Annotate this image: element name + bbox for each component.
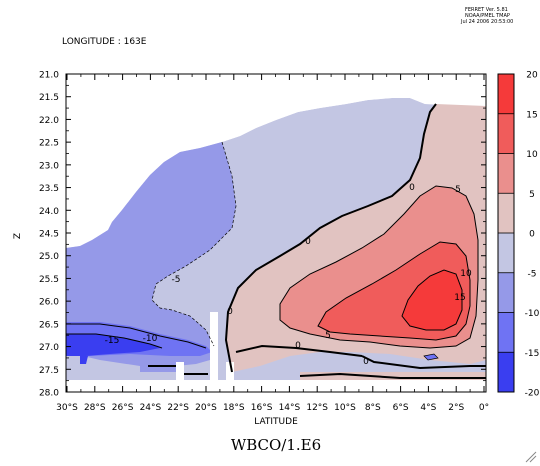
x-tick-label: 0° (479, 403, 489, 413)
y-axis-label: Z (13, 233, 23, 239)
x-axis: 30°S 28°S 26°S 24°S 22°S 20°S 18°S 16°S 14°S 12°S… (56, 74, 489, 413)
ferret-line-3: Jul 24 2006 20:53:00 (460, 19, 513, 25)
contour-label: 0 (409, 183, 415, 193)
colorbar-cell (498, 74, 514, 114)
y-tick-label: 24.5 (39, 230, 59, 240)
contour-zero-lower-right (361, 355, 486, 370)
x-tick-label: 26°S (112, 403, 134, 413)
x-tick-label: 10°S (334, 403, 356, 413)
y-tick-label: 23.0 (39, 161, 59, 171)
colorbar-cell (498, 312, 514, 353)
colorbar-cell (498, 272, 514, 313)
x-tick-label: 24°S (140, 403, 162, 413)
resize-grip-icon[interactable] (525, 451, 537, 463)
contour-zero (224, 103, 437, 373)
y-tick-label: 22.0 (39, 116, 59, 126)
colorbar-label: 0 (529, 230, 535, 240)
x-axis-label: LATITUDE (254, 417, 298, 427)
contour-label: 5 (325, 331, 331, 341)
colorbar-label: -20 (525, 389, 540, 399)
contour-zero-bottom (299, 372, 486, 379)
y-axis: 21.0 21.5 22.0 22.5 23.0 23.5 24.0 24.5 25.0 25.5… (39, 71, 486, 399)
y-tick-label: 25.0 (39, 252, 59, 262)
colorbar-cell (498, 193, 514, 233)
colorbar-label: 10 (526, 150, 538, 160)
colorbar-label: -5 (528, 269, 537, 279)
colorbar-cell (498, 352, 514, 392)
colorbar: 20 15 10 5 0 -5 -10 -15 -20 (497, 71, 540, 399)
contour-label: -5 (172, 275, 181, 285)
colorbar-cell (498, 153, 514, 194)
missing-data-gap (176, 362, 184, 392)
y-tick-label: 28.0 (39, 389, 59, 399)
contour-neg5 (151, 141, 237, 347)
ferret-line-2: NOAA/PMEL TMAP (465, 13, 510, 19)
contour-label: 15 (454, 293, 465, 303)
missing-data-gap (226, 362, 234, 392)
contour-label: 0 (305, 237, 311, 247)
colorbar-label: 5 (529, 190, 535, 200)
contour-neg5-blob (423, 353, 439, 361)
contour-zero-bottom-left (148, 365, 208, 375)
y-tick-label: 27.5 (39, 366, 59, 376)
y-tick-label: 22.5 (39, 139, 59, 149)
field-below-neg15-tip (80, 356, 88, 364)
y-tick-label: 26.5 (39, 320, 59, 330)
colorbar-label: -10 (525, 309, 540, 319)
x-tick-label: 16°S (251, 403, 273, 413)
x-tick-label: 4°S (420, 403, 436, 413)
contour-label: -10 (143, 334, 158, 344)
y-tick-label: 21.5 (39, 93, 59, 103)
contour-label: 0 (363, 357, 369, 367)
y-tick-label: 23.5 (39, 184, 59, 194)
contour-label: 10 (460, 269, 472, 279)
contour-10 (317, 241, 471, 341)
chart-title: WBCO/1.E6 (231, 436, 321, 454)
x-tick-label: 2°S (448, 403, 464, 413)
colorbar-label: 20 (526, 71, 538, 81)
colorbar-cell (498, 233, 514, 273)
ferret-line-1: FERRET Ver. 5.81 (465, 7, 508, 13)
colorbar-cell (498, 113, 514, 154)
field-above-15 (402, 270, 462, 330)
contour-label: 0 (295, 341, 301, 351)
missing-data-region (66, 74, 486, 248)
y-tick-label: 26.0 (39, 298, 59, 308)
x-tick-label: 20°S (195, 403, 217, 413)
x-tick-label: 18°S (223, 403, 245, 413)
contour-neg10 (66, 323, 207, 349)
x-tick-label: 30°S (56, 403, 78, 413)
colorbar-label: -15 (525, 349, 540, 359)
field-neg10-neg5 (66, 142, 236, 366)
y-tick-label: 27.0 (39, 343, 59, 353)
missing-data-bottom (66, 380, 486, 392)
field-below-neg15 (66, 334, 160, 356)
y-tick-label: 25.5 (39, 275, 59, 285)
x-tick-label: 28°S (84, 403, 106, 413)
colorbar-label: 15 (526, 110, 537, 120)
contour-neg15 (66, 333, 163, 349)
longitude-label: LONGITUDE : 163E (62, 37, 147, 47)
contour-label: 5 (455, 185, 461, 195)
x-tick-label: 22°S (167, 403, 189, 413)
contour-zero-lower (235, 344, 363, 357)
x-tick-label: 14°S (279, 403, 301, 413)
plot-area: 0 0 0 0 0 5 5 10 15 -5 -10 -15 (65, 73, 487, 393)
contour-label: 0 (227, 307, 233, 317)
contour-15 (401, 269, 463, 331)
x-tick-label: 6°S (393, 403, 409, 413)
y-tick-label: 21.0 (39, 71, 59, 81)
missing-data-gap (210, 312, 218, 392)
x-tick-label: 8°S (365, 403, 381, 413)
y-tick-label: 24.0 (39, 207, 59, 217)
contour-5 (279, 185, 479, 349)
contour-label: -15 (105, 336, 120, 346)
x-tick-label: 12°S (306, 403, 328, 413)
